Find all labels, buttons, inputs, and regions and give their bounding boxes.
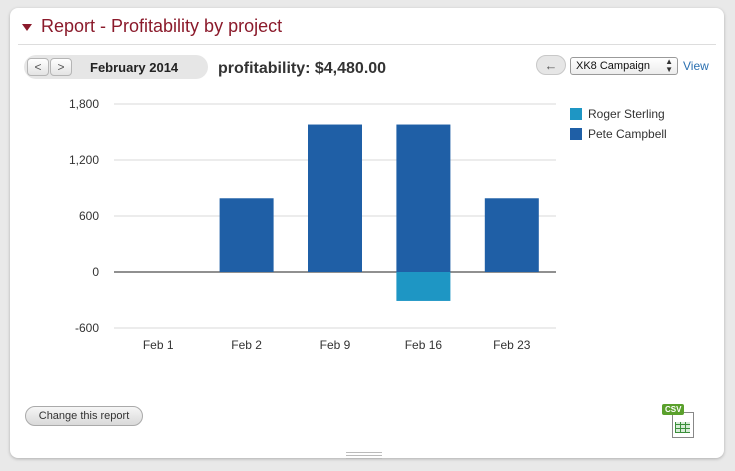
collapse-caret-icon[interactable] — [22, 23, 32, 31]
legend-item-pete: Pete Campbell — [570, 124, 667, 144]
profitability-total: profitability: $4,480.00 — [218, 60, 387, 77]
profitability-chart: 1,800 1,200 600 0 -600 Feb 1 Feb 2 Feb 9 Feb 16 F… — [69, 97, 556, 352]
prev-month-button[interactable]: < — [27, 58, 49, 76]
csv-export-icon[interactable]: CSV — [662, 404, 696, 438]
x-tick-label: Feb 9 — [320, 338, 351, 352]
legend-swatch-roger — [570, 108, 582, 120]
y-tick-label: 1,800 — [69, 97, 99, 111]
change-report-button[interactable]: Change this report — [25, 406, 143, 426]
chart-legend: Roger Sterling Pete Campbell — [570, 104, 667, 144]
legend-label-roger: Roger Sterling — [588, 107, 665, 121]
csv-grid-shape — [675, 422, 690, 433]
campaign-select[interactable]: XK8 Campaign ▲ ▼ — [570, 57, 678, 75]
y-tick-label: 0 — [92, 265, 99, 279]
x-tick-label: Feb 16 — [405, 338, 443, 352]
y-tick-label: 1,200 — [69, 153, 99, 167]
legend-swatch-pete — [570, 128, 582, 140]
y-tick-label: -600 — [75, 321, 99, 335]
bar-pete-campbell — [484, 198, 539, 272]
bar-pete-campbell — [219, 198, 274, 272]
report-title: Report - Profitability by project — [41, 15, 283, 36]
campaign-select-value: XK8 Campaign — [576, 60, 650, 72]
legend-label-pete: Pete Campbell — [588, 127, 667, 141]
current-month-label: February 2014 — [90, 60, 179, 75]
bar-roger-sterling — [396, 272, 451, 301]
back-button[interactable]: ← — [536, 55, 566, 75]
x-tick-label: Feb 2 — [231, 338, 262, 352]
report-panel: Report - Profitability by project < > Fe… — [10, 8, 724, 459]
resize-grip-icon[interactable] — [346, 452, 382, 459]
legend-item-roger: Roger Sterling — [570, 104, 667, 124]
view-link[interactable]: View — [683, 59, 709, 73]
next-month-button[interactable]: > — [50, 58, 72, 76]
date-navigator: < > February 2014 — [24, 55, 208, 79]
x-tick-label: Feb 1 — [143, 338, 174, 352]
csv-tag: CSV — [662, 404, 685, 415]
y-tick-label: 600 — [79, 209, 99, 223]
report-header[interactable]: Report - Profitability by project — [22, 15, 282, 37]
bar-pete-campbell — [396, 124, 451, 273]
select-arrows-icon: ▲ ▼ — [665, 57, 673, 74]
bar-pete-campbell — [308, 124, 362, 273]
x-tick-label: Feb 23 — [493, 338, 531, 352]
header-divider — [18, 44, 716, 45]
